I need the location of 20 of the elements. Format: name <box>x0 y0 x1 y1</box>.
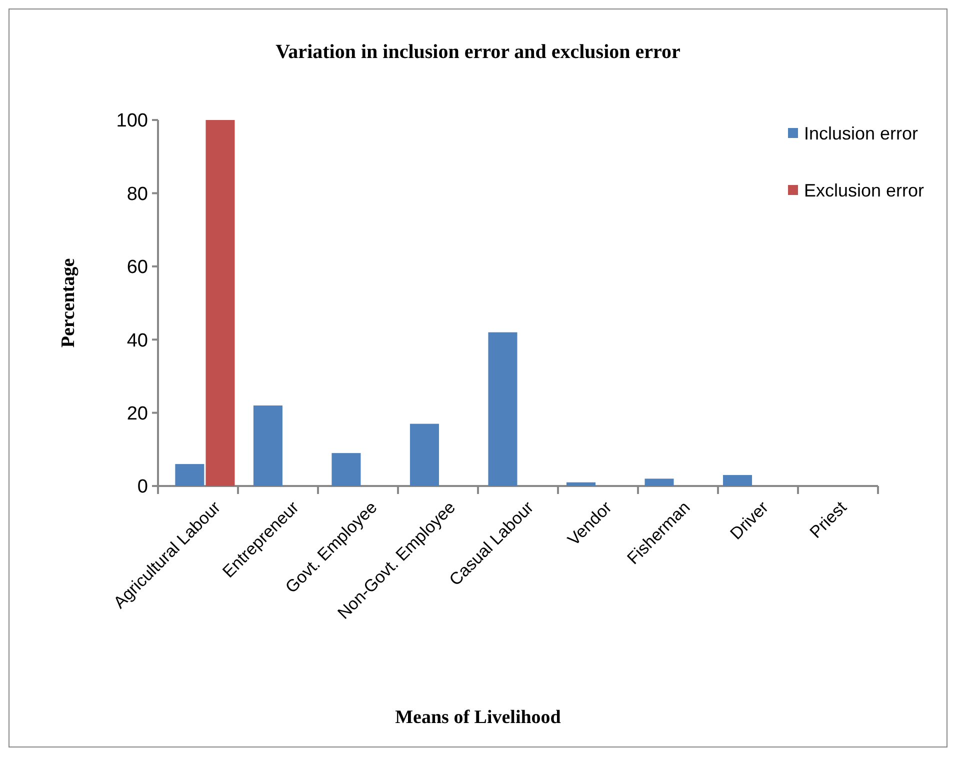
bar <box>723 475 752 486</box>
bar <box>488 332 518 486</box>
y-tick-label: 20 <box>126 403 148 424</box>
bar <box>644 478 674 486</box>
legend-label: Inclusion error <box>804 123 918 144</box>
bar <box>206 120 235 486</box>
chart-title: Variation in inclusion error and exclusion error <box>276 41 681 63</box>
y-tick-label: 80 <box>126 184 148 205</box>
bar <box>410 424 439 486</box>
y-tick-label: 0 <box>137 476 148 498</box>
bar <box>175 464 204 486</box>
bar <box>253 405 282 486</box>
x-axis-title: Means of Livelihood <box>395 707 562 728</box>
y-axis-title: Percentage <box>58 258 79 348</box>
legend-label: Exclusion error <box>804 180 924 200</box>
y-tick-label: 60 <box>126 257 148 278</box>
bar <box>332 453 361 486</box>
bar <box>566 482 596 486</box>
y-tick-label: 100 <box>116 110 148 132</box>
y-tick-label: 40 <box>126 330 148 352</box>
